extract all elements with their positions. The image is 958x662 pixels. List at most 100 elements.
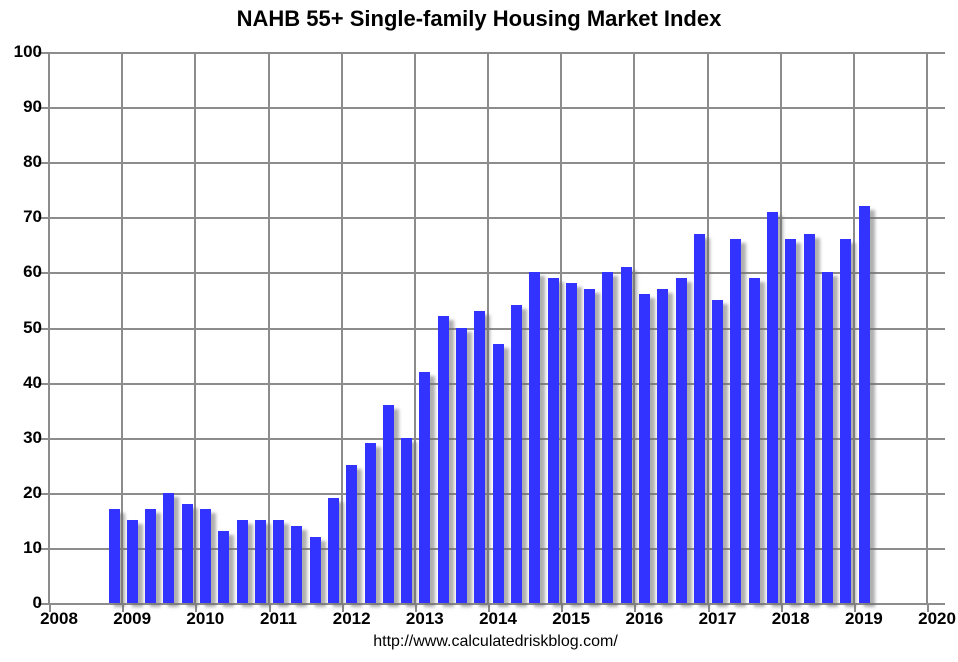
x-axis-label-2020: 2020 xyxy=(918,609,956,628)
bar-2011-Q3 xyxy=(309,536,321,603)
bar-2017-Q3 xyxy=(748,277,760,603)
y-axis-label-100: 100 xyxy=(13,42,42,61)
bar-2014-Q4 xyxy=(547,277,559,603)
bar-2015-Q1 xyxy=(565,283,577,603)
x-gridline-2011 xyxy=(267,52,270,603)
bar-2014-Q2 xyxy=(510,305,522,603)
y-tickmark-80 xyxy=(38,162,50,165)
bar-2016-Q4 xyxy=(693,233,705,603)
bar-2011-Q1 xyxy=(273,520,285,603)
plot-area: 0 10 20 30 40 50 60 70 80 90 100 2008 2009 2010 2011 20… xyxy=(14,42,956,628)
x-gridline-2015 xyxy=(560,52,563,603)
x-gridline-2014 xyxy=(487,52,490,603)
x-tickmark-2019 xyxy=(853,605,856,612)
bar-2010-Q2 xyxy=(218,531,230,603)
y-tickmark-20 xyxy=(38,492,50,495)
x-axis-label-2010: 2010 xyxy=(186,609,225,628)
x-gridline-2009 xyxy=(121,52,124,603)
y-axis-label-10: 10 xyxy=(23,537,42,557)
y-axis-label-80: 80 xyxy=(23,152,42,172)
bar-2008-Q4 xyxy=(108,509,120,603)
y-axis-label-0: 0 xyxy=(32,593,42,612)
bar-2015-Q3 xyxy=(602,272,614,603)
y-gridline-90 xyxy=(50,107,945,110)
bar-2017-Q4 xyxy=(767,211,779,603)
chart-title: NAHB 55+ Single-family Housing Market In… xyxy=(236,6,722,31)
x-tickmark-2012 xyxy=(341,605,344,612)
y-gridline-50 xyxy=(50,327,945,330)
x-tickmark-2014 xyxy=(488,605,491,612)
x-axis-label-2017: 2017 xyxy=(698,609,737,628)
bar-2009-Q1 xyxy=(126,520,138,603)
x-tickmark-2013 xyxy=(414,605,417,612)
bar-2016-Q1 xyxy=(639,294,650,603)
x-axis-label-2012: 2012 xyxy=(332,609,371,628)
y-tickmark-100 xyxy=(38,52,50,54)
y-gridline-100 xyxy=(50,52,945,54)
y-gridline-60 xyxy=(50,272,945,275)
x-gridline-2010 xyxy=(194,52,197,603)
bar-2013-Q1 xyxy=(419,371,431,603)
x-gridline-2012 xyxy=(340,52,343,603)
x-gridline-2020 xyxy=(926,52,929,603)
y-gridline-80 xyxy=(50,162,945,165)
bar-2018-Q2 xyxy=(803,233,815,603)
bar-2013-Q4 xyxy=(474,310,486,603)
x-tickmark-2020 xyxy=(927,605,930,612)
x-tickmark-2018 xyxy=(780,605,783,612)
x-axis-label-2009: 2009 xyxy=(113,609,152,628)
y-axis-label-20: 20 xyxy=(23,482,42,502)
x-tickmark-2011 xyxy=(268,605,271,612)
y-tickmark-30 xyxy=(38,437,50,440)
y-tickmark-90 xyxy=(38,107,50,110)
x-tickmark-2017 xyxy=(707,605,710,612)
x-axis-label-2019: 2019 xyxy=(844,609,883,628)
bar-2012-Q1 xyxy=(346,465,358,603)
bar-2016-Q3 xyxy=(675,277,687,603)
bar-2018-Q4 xyxy=(840,239,852,603)
bar-2012-Q3 xyxy=(382,404,394,603)
x-axis-label-2018: 2018 xyxy=(771,609,810,628)
x-axis-label-2015: 2015 xyxy=(552,609,591,628)
y-axis-label-40: 40 xyxy=(23,372,42,392)
bar-2017-Q2 xyxy=(730,239,742,603)
y-tickmark-70 xyxy=(38,217,50,220)
y-tickmark-60 xyxy=(38,272,50,275)
y-axis-label-70: 70 xyxy=(23,207,42,227)
bar-2010-Q1 xyxy=(199,509,211,603)
x-gridline-2019 xyxy=(852,52,855,603)
bar-2018-Q3 xyxy=(821,272,833,603)
x-gridline-2016 xyxy=(633,52,636,603)
x-axis-label-2013: 2013 xyxy=(405,609,444,628)
bar-2018-Q1 xyxy=(785,239,797,603)
bar-2015-Q2 xyxy=(584,288,596,603)
y-tickmark-0 xyxy=(38,603,50,605)
bar-2010-Q3 xyxy=(236,520,248,603)
bar-2011-Q4 xyxy=(328,498,340,603)
y-axis-label-30: 30 xyxy=(23,427,42,447)
bar-2009-Q3 xyxy=(163,492,175,603)
bar-2011-Q2 xyxy=(291,525,303,603)
bar-2016-Q2 xyxy=(657,288,669,603)
y-tickmark-50 xyxy=(38,327,50,330)
x-tickmark-2010 xyxy=(195,605,198,612)
x-gridline-2018 xyxy=(779,52,782,603)
bar-2010-Q4 xyxy=(254,520,266,603)
y-tickmark-40 xyxy=(38,382,50,385)
bar-2014-Q1 xyxy=(492,344,504,603)
bar-2017-Q1 xyxy=(712,299,724,603)
x-axis-label-2016: 2016 xyxy=(625,609,664,628)
bar-2009-Q2 xyxy=(145,509,157,603)
x-tickmark-2008 xyxy=(49,605,51,612)
x-axis-label-2011: 2011 xyxy=(260,609,297,628)
y-axis-label-90: 90 xyxy=(23,97,42,117)
y-gridline-70 xyxy=(50,217,945,220)
footer-url: http://www.calculatedriskblog.com/ xyxy=(373,633,618,650)
x-gridline-2013 xyxy=(413,52,416,603)
bar-2019-Q1 xyxy=(858,206,870,603)
y-tickmark-10 xyxy=(38,547,50,550)
bar-2014-Q3 xyxy=(529,272,541,603)
y-axis-label-50: 50 xyxy=(23,317,42,337)
bar-2012-Q2 xyxy=(364,443,376,603)
x-tickmark-2009 xyxy=(122,605,125,612)
